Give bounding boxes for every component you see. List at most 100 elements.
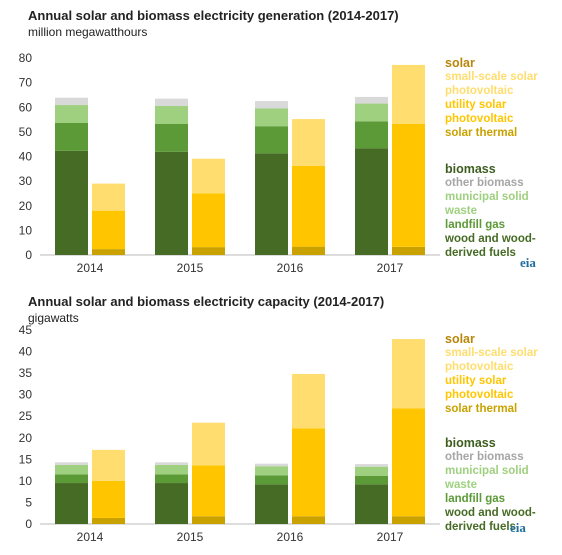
legend-item-municipal-solid-waste: waste <box>445 479 477 491</box>
y-tick-label: 15 <box>19 452 33 466</box>
biomass-bar-segment-wood-and-wood-derived-fuels-2016 <box>255 484 288 524</box>
solar-bar-segment-small-scale-solar-photovoltaic-2016 <box>292 373 325 429</box>
capacity-bar-chart: 0 5 10 15 20 25 30 35 40 45 2014 2015 2016 2017 <box>19 323 440 544</box>
legend-heading-solar: solar <box>445 332 475 346</box>
legend-heading-biomass: biomass <box>445 436 496 450</box>
solar-bar-segment-small-scale-solar-photovoltaic-2014 <box>92 449 125 481</box>
biomass-bar-segment-landfill-gas-2014 <box>55 123 88 151</box>
solar-bar-segment-utility-solar-photovoltaic-2017 <box>392 123 425 247</box>
legend-item-utility-solar-photovoltaic: photovoltaic <box>445 113 514 125</box>
legend-item-small-scale-solar-photovoltaic: small-scale solar <box>445 347 538 359</box>
solar-bar-segment-solar-thermal-2016 <box>292 246 325 255</box>
legend-item-landfill-gas: landfill gas <box>445 219 506 231</box>
solar-bar-segment-solar-thermal-2014 <box>92 249 125 255</box>
solar-bar-segment-utility-solar-photovoltaic-2016 <box>292 428 325 517</box>
legend-item-solar-thermal: solar thermal <box>445 403 518 415</box>
x-category-label: 2015 <box>177 261 204 275</box>
biomass-bar-segment-landfill-gas-2016 <box>255 126 288 154</box>
biomass-bar-segment-municipal-solid-waste-2017 <box>355 103 388 122</box>
legend-capacity: solar small-scale solar photovoltaic utilit… <box>445 332 538 534</box>
solar-bar-segment-small-scale-solar-photovoltaic-2017 <box>392 339 425 409</box>
y-tick-label: 40 <box>19 150 33 164</box>
solar-bar-segment-small-scale-solar-photovoltaic-2015 <box>192 422 225 466</box>
y-tick-label: 20 <box>19 199 33 213</box>
generation-bar-chart: 0 10 20 30 40 50 60 70 80 2014 2015 2016 2017 <box>19 51 440 275</box>
y-tick-label: 30 <box>19 174 33 188</box>
x-category-label: 2014 <box>77 530 104 544</box>
biomass-bar-segment-other-biomass-2017 <box>355 464 388 467</box>
y-tick-label: 80 <box>19 51 33 65</box>
legend-item-utility-solar-photovoltaic: utility solar <box>445 375 507 387</box>
biomass-bar-segment-wood-and-wood-derived-fuels-2017 <box>355 484 388 524</box>
legend-item-other-biomass: other biomass <box>445 177 524 189</box>
biomass-bar-segment-wood-and-wood-derived-fuels-2014 <box>55 150 88 255</box>
y-tick-label: 70 <box>19 76 33 90</box>
legend-item-landfill-gas: landfill gas <box>445 493 506 505</box>
biomass-bar-segment-other-biomass-2016 <box>255 101 288 109</box>
y-tick-label: 60 <box>19 100 33 114</box>
solar-bar-segment-solar-thermal-2015 <box>192 516 225 524</box>
chart-title-capacity: Annual solar and biomass electricity cap… <box>28 294 385 309</box>
solar-bar-segment-utility-solar-photovoltaic-2016 <box>292 165 325 247</box>
biomass-bar-segment-wood-and-wood-derived-fuels-2017 <box>355 148 388 255</box>
legend-item-utility-solar-photovoltaic: photovoltaic <box>445 389 514 401</box>
biomass-bar-segment-municipal-solid-waste-2017 <box>355 466 388 476</box>
legend-item-wood-and-wood-derived-fuels: wood and wood- <box>445 233 536 245</box>
biomass-bar-segment-landfill-gas-2015 <box>155 474 188 484</box>
x-category-label: 2017 <box>377 261 404 275</box>
biomass-bar-segment-other-biomass-2015 <box>155 462 188 465</box>
legend-heading-solar: solar <box>445 56 475 70</box>
legend-generation: solar small-scale solar photovoltaic utilit… <box>445 56 538 260</box>
biomass-bar-segment-wood-and-wood-derived-fuels-2014 <box>55 483 88 524</box>
y-tick-label: 0 <box>25 517 32 531</box>
biomass-bar-segment-municipal-solid-waste-2016 <box>255 466 288 476</box>
biomass-bar-segment-landfill-gas-2017 <box>355 475 388 485</box>
solar-bar-segment-small-scale-solar-photovoltaic-2015 <box>192 158 225 194</box>
y-tick-label: 35 <box>19 366 33 380</box>
legend-item-small-scale-solar-photovoltaic: photovoltaic <box>445 85 514 97</box>
biomass-bar-segment-landfill-gas-2016 <box>255 475 288 485</box>
y-tick-label: 0 <box>25 248 32 262</box>
y-tick-label: 30 <box>19 388 33 402</box>
biomass-bar-segment-landfill-gas-2015 <box>155 123 188 152</box>
biomass-bar-segment-other-biomass-2015 <box>155 98 188 107</box>
biomass-bar-segment-other-biomass-2016 <box>255 463 288 467</box>
y-tick-label: 25 <box>19 409 33 423</box>
biomass-bar-segment-wood-and-wood-derived-fuels-2015 <box>155 483 188 524</box>
solar-bar-segment-utility-solar-photovoltaic-2015 <box>192 193 225 248</box>
solar-bar-segment-utility-solar-photovoltaic-2014 <box>92 210 125 250</box>
biomass-bar-segment-other-biomass-2014 <box>55 462 88 465</box>
legend-item-municipal-solid-waste: municipal solid <box>445 465 529 477</box>
solar-bar-segment-solar-thermal-2014 <box>92 517 125 524</box>
biomass-bar-segment-municipal-solid-waste-2014 <box>55 464 88 475</box>
y-tick-label: 20 <box>19 431 33 445</box>
biomass-bar-segment-municipal-solid-waste-2015 <box>155 106 188 124</box>
y-tick-label: 5 <box>25 495 32 509</box>
legend-item-municipal-solid-waste: waste <box>445 205 477 217</box>
x-category-label: 2016 <box>277 261 304 275</box>
eia-logo: eia <box>520 255 536 270</box>
biomass-bar-segment-other-biomass-2017 <box>355 96 388 104</box>
biomass-bar-segment-landfill-gas-2017 <box>355 121 388 149</box>
solar-bar-segment-small-scale-solar-photovoltaic-2014 <box>92 183 125 211</box>
solar-bar-segment-solar-thermal-2016 <box>292 516 325 524</box>
chart-title-generation: Annual solar and biomass electricity gen… <box>28 8 399 23</box>
solar-bar-segment-small-scale-solar-photovoltaic-2017 <box>392 64 425 124</box>
solar-bar-segment-utility-solar-photovoltaic-2014 <box>92 480 125 518</box>
legend-item-small-scale-solar-photovoltaic: photovoltaic <box>445 361 514 373</box>
legend-item-wood-and-wood-derived-fuels: derived fuels <box>445 521 516 533</box>
x-category-label: 2016 <box>277 530 304 544</box>
unit-label-generation: million megawatthours <box>28 25 148 39</box>
solar-bar-segment-solar-thermal-2017 <box>392 246 425 255</box>
legend-item-municipal-solid-waste: municipal solid <box>445 191 529 203</box>
y-tick-label: 10 <box>19 474 33 488</box>
y-tick-label: 45 <box>19 323 33 337</box>
x-category-label: 2017 <box>377 530 404 544</box>
biomass-bar-segment-wood-and-wood-derived-fuels-2016 <box>255 153 288 255</box>
y-tick-label: 40 <box>19 345 33 359</box>
legend-item-solar-thermal: solar thermal <box>445 127 518 139</box>
legend-item-other-biomass: other biomass <box>445 451 524 463</box>
biomass-bar-segment-other-biomass-2014 <box>55 97 88 106</box>
legend-item-small-scale-solar-photovoltaic: small-scale solar <box>445 71 538 83</box>
unit-label-capacity: gigawatts <box>28 311 79 325</box>
